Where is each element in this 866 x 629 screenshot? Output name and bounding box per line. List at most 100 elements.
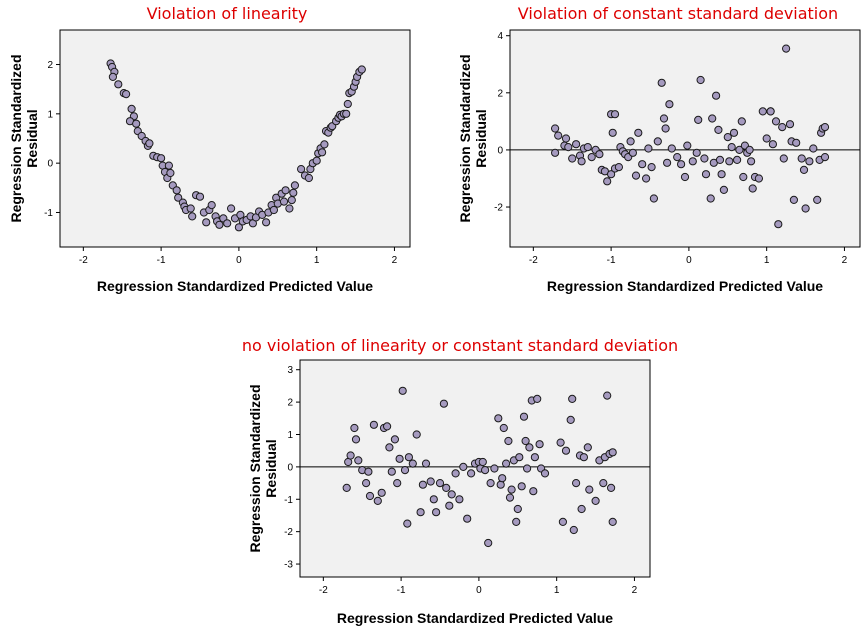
data-point [785,120,795,129]
data-point [279,197,289,206]
data-point [304,173,313,183]
data-point [610,110,620,119]
data-point [383,422,392,431]
data-point [659,114,669,123]
data-point [385,443,394,452]
data-point [515,453,524,462]
data-point [813,195,822,204]
x-tick-label: -2 [319,585,328,596]
x-axis-label: Regression Standardized Predicted Value [97,278,373,294]
data-point [608,448,617,457]
data-point [403,519,412,528]
data-point [408,459,417,468]
data-point [771,117,781,126]
data-point [164,161,173,170]
y-axis-label: Residual [473,109,489,167]
data-point [350,423,359,433]
data-point [727,143,736,152]
data-point [467,469,476,478]
x-tick-label: -1 [397,585,406,596]
data-point [186,204,195,213]
data-point [354,456,363,465]
data-point [766,107,775,116]
chart-title: Violation of linearity [147,4,308,23]
data-point [809,144,818,153]
data-point [481,466,490,475]
data-point [717,170,726,179]
data-point [554,131,563,140]
data-point [290,181,299,190]
data-point [478,457,487,467]
data-point [343,99,352,109]
data-point [429,495,438,504]
data-point [127,104,136,114]
data-point [373,496,382,505]
data-point [357,65,366,74]
data-point [634,128,643,137]
data-point [369,420,378,429]
data-point [694,115,703,125]
data-point [387,467,396,476]
data-point [393,479,402,488]
data-point [398,386,407,395]
data-point [166,168,175,178]
data-point [626,137,635,146]
data-point [768,140,778,149]
data-point [735,145,744,154]
data-point [737,117,746,126]
data-point [723,133,732,142]
x-tick-label: 2 [632,585,638,596]
data-point [207,201,216,210]
data-point [608,128,617,137]
data-point [494,414,503,423]
data-point [551,148,560,157]
data-point [792,138,801,147]
x-tick-label: 0 [686,255,692,266]
data-point [778,123,787,132]
data-point [706,194,715,203]
data-point [583,143,592,152]
data-point [202,218,211,227]
data-point [680,172,690,182]
x-tick-label: 2 [842,255,848,266]
y-tick-label: 1 [47,109,53,120]
data-point [519,412,529,421]
x-tick-label: -1 [607,255,616,266]
x-tick-label: 0 [476,585,482,596]
data-point [647,163,656,172]
data-point [188,212,197,221]
data-point [677,160,686,169]
data-point [496,480,505,489]
y-tick-label: 0 [287,462,293,473]
data-point [234,223,243,232]
data-point [729,128,739,137]
x-tick-label: 1 [764,255,770,266]
y-tick-label: 2 [287,398,293,409]
data-point [820,153,830,162]
data-point [747,157,756,166]
data-point [499,423,508,433]
y-axis-label: Regression Standardized [457,54,473,222]
data-point [421,459,431,468]
data-point [568,154,577,163]
data-point [799,165,809,174]
data-point [577,157,586,166]
data-point [455,495,464,504]
data-point [533,394,542,403]
data-point [579,453,589,462]
plot-area [299,359,651,578]
data-point [739,172,748,182]
data-point [346,451,355,460]
data-point [342,483,351,492]
data-point [535,440,544,449]
data-point [758,107,767,116]
data-point [108,72,118,82]
data-point [412,430,421,439]
data-point [523,464,532,473]
data-point [733,155,742,164]
data-point [486,479,495,488]
data-point [568,394,577,403]
data-point [642,174,651,183]
data-point [789,195,799,204]
